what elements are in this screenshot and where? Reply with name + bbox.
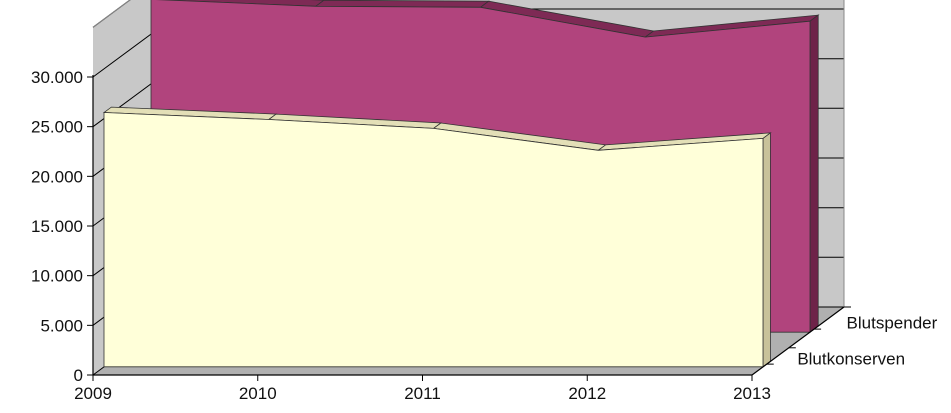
blutkonserven-side — [762, 132, 771, 368]
x-tick-label: 2013 — [733, 384, 771, 403]
y-tick-label: 10.000 — [31, 267, 83, 286]
y-tick-label: 5.000 — [40, 316, 83, 335]
x-tick-label: 2010 — [239, 384, 277, 403]
y-tick-label: 25.000 — [31, 118, 83, 137]
x-tick-label: 2009 — [74, 384, 112, 403]
axes — [87, 75, 851, 381]
blutspender-side — [809, 14, 819, 334]
blutkonserven-front — [103, 112, 764, 368]
y-tick-label: 0 — [74, 366, 83, 385]
series-label: Blutspender — [847, 313, 938, 332]
series-blutkonserven — [102, 106, 772, 368]
y-tick-label: 15.000 — [31, 217, 83, 236]
x-tick-label: 2012 — [568, 384, 606, 403]
tick-labels: 0 5.000 10.000 15.000 20.000 25.000 30.000 2009… — [31, 68, 938, 403]
y-tick-label: 30.000 — [31, 68, 83, 87]
y-tick-label: 20.000 — [31, 167, 83, 186]
series-label: Blutkonserven — [797, 350, 905, 369]
x-tick-label: 2011 — [404, 384, 441, 403]
wall-edge — [92, 0, 131, 28]
